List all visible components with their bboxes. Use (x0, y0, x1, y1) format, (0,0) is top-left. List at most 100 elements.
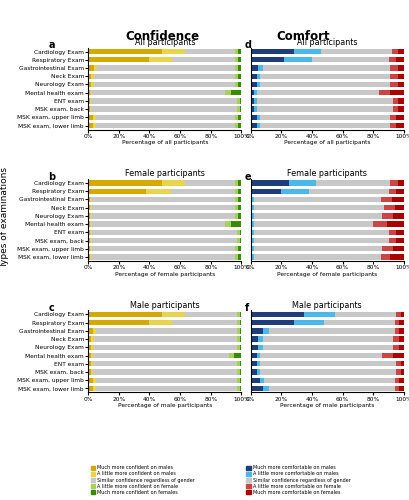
Bar (397, 106, 403, 112)
Bar (253, 230, 388, 235)
Bar (235, 246, 238, 252)
Bar (398, 386, 403, 391)
Title: Female participants: Female participants (287, 169, 366, 178)
Bar (236, 344, 239, 350)
Bar (259, 74, 389, 79)
Bar (324, 320, 394, 326)
Bar (149, 320, 172, 326)
Bar (389, 66, 397, 70)
Bar (239, 320, 241, 326)
Bar (239, 106, 241, 112)
Text: Types of examinations: Types of examinations (0, 167, 9, 268)
Bar (92, 114, 96, 120)
Bar (395, 230, 403, 235)
Bar (96, 328, 236, 334)
Bar (88, 205, 90, 210)
Title: Male participants: Male participants (130, 300, 199, 310)
Bar (91, 222, 224, 227)
Bar (250, 378, 259, 383)
Bar (293, 49, 320, 54)
Bar (253, 197, 380, 202)
Bar (383, 205, 394, 210)
Bar (238, 123, 241, 128)
Bar (88, 74, 91, 79)
X-axis label: Percentage of all participants: Percentage of all participants (283, 140, 370, 145)
Bar (91, 353, 92, 358)
Bar (90, 246, 91, 252)
Bar (236, 312, 239, 317)
Bar (250, 82, 256, 87)
Bar (184, 312, 236, 317)
Bar (250, 336, 258, 342)
Bar (253, 213, 382, 218)
Bar (92, 386, 96, 391)
Legend: Much more comfortable on males, A little more comfortable on males, Similar conf: Much more comfortable on males, A little… (246, 465, 350, 495)
Bar (236, 336, 239, 342)
Bar (172, 320, 236, 326)
Bar (172, 57, 235, 62)
Bar (259, 82, 389, 87)
Bar (88, 230, 90, 235)
Bar (88, 123, 92, 128)
Bar (252, 246, 253, 252)
Bar (235, 254, 238, 260)
Bar (394, 378, 398, 383)
Bar (264, 378, 394, 383)
Bar (239, 98, 241, 103)
Bar (250, 98, 253, 103)
Text: d: d (244, 40, 251, 50)
Bar (252, 197, 253, 202)
X-axis label: Percentage of all participants: Percentage of all participants (121, 140, 207, 145)
Bar (236, 361, 239, 366)
Bar (97, 66, 235, 70)
Bar (382, 213, 392, 218)
Bar (94, 344, 236, 350)
Bar (252, 230, 253, 235)
Bar (259, 114, 389, 120)
Bar (90, 98, 91, 103)
Bar (253, 238, 388, 243)
Bar (236, 328, 239, 334)
Bar (395, 370, 400, 374)
Bar (256, 90, 378, 96)
Bar (88, 336, 91, 342)
Bar (88, 254, 90, 260)
Bar (91, 98, 236, 103)
Bar (250, 74, 256, 79)
Bar (250, 123, 256, 128)
Text: f: f (244, 303, 248, 313)
Bar (250, 328, 262, 334)
Bar (88, 98, 90, 103)
Bar (250, 254, 252, 260)
Bar (388, 230, 395, 235)
Bar (250, 114, 256, 120)
Bar (88, 386, 92, 391)
Title: Female participants: Female participants (124, 169, 204, 178)
X-axis label: Percentage of female participants: Percentage of female participants (276, 272, 376, 276)
Bar (389, 82, 397, 87)
Bar (250, 106, 253, 112)
Bar (88, 238, 90, 243)
Bar (230, 90, 241, 96)
Bar (303, 312, 334, 317)
Bar (91, 197, 235, 202)
Bar (91, 230, 236, 235)
Bar (91, 370, 92, 374)
Bar (235, 180, 238, 186)
Bar (239, 386, 241, 391)
Bar (392, 344, 398, 350)
X-axis label: Percentage of male participants: Percentage of male participants (279, 403, 373, 408)
Bar (239, 344, 241, 350)
Bar (90, 254, 91, 260)
Bar (91, 344, 94, 350)
Bar (96, 386, 236, 391)
Bar (229, 353, 233, 358)
Bar (389, 90, 403, 96)
Bar (283, 57, 311, 62)
Bar (293, 320, 324, 326)
Bar (92, 378, 96, 383)
Bar (311, 57, 388, 62)
Bar (398, 320, 403, 326)
Bar (235, 205, 238, 210)
Bar (392, 336, 398, 342)
